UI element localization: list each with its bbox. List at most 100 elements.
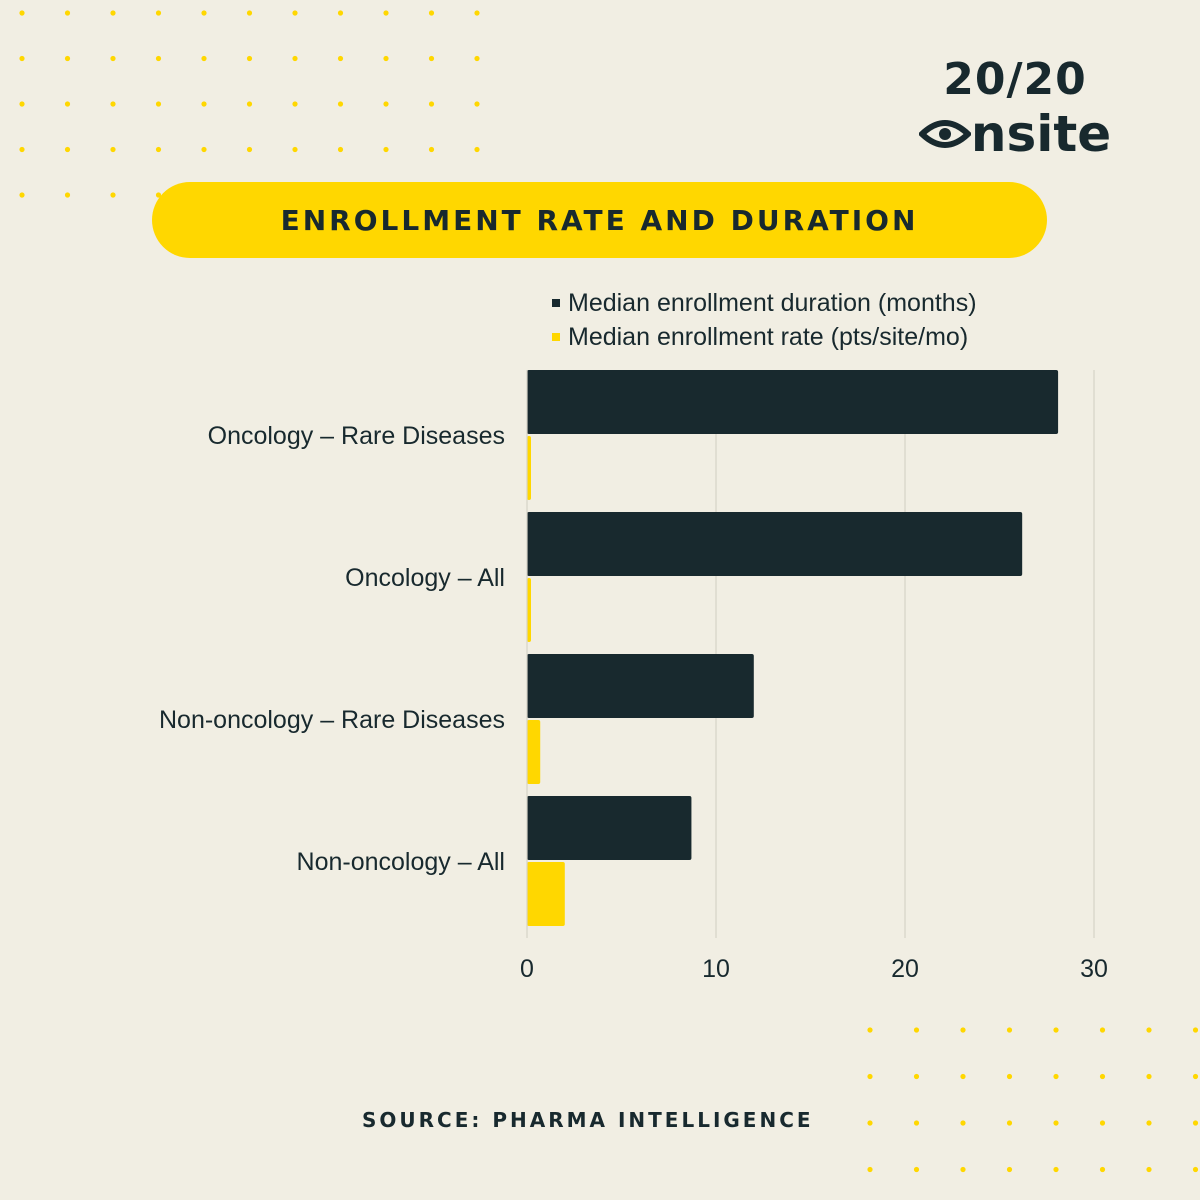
decorative-dot (1099, 1166, 1106, 1173)
x-tick-label: 0 (520, 955, 534, 983)
legend-swatch-rate (552, 333, 560, 341)
decorative-dot (913, 1073, 920, 1080)
decorative-dot (292, 146, 298, 153)
decorative-dot (64, 101, 71, 107)
decorative-dot (1006, 1166, 1013, 1173)
decorative-dot (1099, 1027, 1106, 1033)
decorative-dot (1146, 1120, 1152, 1126)
decorative-dot (383, 55, 389, 62)
bar-duration (527, 654, 754, 718)
decorative-dot (110, 10, 116, 16)
decorative-dot (1053, 1120, 1059, 1126)
decorative-dot (292, 10, 298, 16)
decorative-dot (19, 146, 25, 153)
chart-title: ENROLLMENT RATE AND DURATION (280, 203, 919, 237)
decorative-dot (1146, 1073, 1152, 1080)
decorative-dot (64, 146, 71, 153)
decorative-dot (383, 146, 389, 153)
decorative-dot (383, 101, 389, 107)
decorative-dot (1053, 1166, 1059, 1173)
decorative-dot (960, 1073, 966, 1080)
bar-chart: Oncology – Rare Diseases Oncology – All No… (159, 370, 1108, 983)
legend-item-rate: Median enrollment rate (pts/site/mo) (552, 320, 977, 354)
decorative-dot (1146, 1027, 1152, 1033)
x-tick-label: 30 (1080, 955, 1108, 983)
bar-rate (527, 436, 531, 500)
decorative-dot (428, 101, 435, 107)
decorative-dot (64, 10, 71, 16)
legend-label-duration: Median enrollment duration (months) (568, 288, 977, 317)
x-tick-label: 20 (891, 955, 919, 983)
logo-top-text: 20/20 (943, 54, 1087, 105)
decorative-dot (1053, 1073, 1059, 1080)
decorative-dot (1192, 1027, 1199, 1033)
legend-item-duration: Median enrollment duration (months) (552, 286, 977, 320)
bar-duration (527, 370, 1059, 434)
decorative-dot (246, 101, 253, 107)
decorative-dot (1053, 1027, 1059, 1033)
chart-legend: Median enrollment duration (months) Medi… (552, 286, 977, 354)
decorative-dot (155, 101, 162, 107)
eye-icon (918, 120, 971, 148)
decorative-dot (474, 101, 480, 107)
decorative-dot (867, 1120, 873, 1126)
decorative-dot (19, 101, 25, 107)
decorative-dot (246, 146, 253, 153)
decorative-dot (64, 192, 71, 198)
decorative-dot (1006, 1027, 1013, 1033)
decorative-dot (867, 1166, 873, 1173)
title-banner: ENROLLMENT RATE AND DURATION (152, 182, 1047, 258)
decorative-dot (110, 55, 116, 62)
category-label: Non-oncology – All (297, 848, 505, 876)
decorative-dot (1192, 1166, 1199, 1173)
decorative-dot (337, 146, 344, 153)
decorative-dot (337, 10, 344, 16)
category-label: Oncology – Rare Diseases (208, 422, 505, 450)
decorative-dot (19, 10, 25, 16)
category-label: Oncology – All (345, 564, 505, 592)
decorative-dot (913, 1027, 920, 1033)
decorative-dot (292, 55, 298, 62)
source-note: SOURCE: PHARMA INTELLIGENCE (362, 1108, 814, 1132)
decorative-dot (292, 101, 298, 107)
bar-rate (527, 862, 565, 926)
bar-duration (527, 512, 1023, 576)
decorative-dot (383, 10, 389, 16)
decorative-dot (428, 146, 435, 153)
decorative-dot (474, 55, 480, 62)
decorative-dot (201, 146, 207, 153)
bar-duration (527, 796, 692, 860)
decorative-dot (1006, 1073, 1013, 1080)
dot-pattern-top-left (19, 10, 480, 198)
decorative-dot (201, 101, 207, 107)
bar-rate (527, 720, 541, 784)
decorative-dot (1099, 1120, 1106, 1126)
decorative-dot (155, 146, 162, 153)
decorative-dot (1006, 1120, 1013, 1126)
decorative-dot (19, 192, 25, 198)
decorative-dot (960, 1027, 966, 1033)
decorative-dot (960, 1120, 966, 1126)
bar-rate (527, 578, 531, 642)
decorative-dot (913, 1120, 920, 1126)
decorative-dot (155, 55, 162, 62)
decorative-dot (1099, 1073, 1106, 1080)
decorative-dot (337, 101, 344, 107)
decorative-dot (867, 1073, 873, 1080)
decorative-dot (110, 192, 116, 198)
decorative-dot (110, 146, 116, 153)
decorative-dot (110, 101, 116, 107)
decorative-dot (474, 10, 480, 16)
decorative-dot (867, 1027, 873, 1033)
decorative-dot (19, 55, 25, 62)
decorative-dot (201, 55, 207, 62)
decorative-dot (337, 55, 344, 62)
decorative-dot (474, 146, 480, 153)
decorative-dot (960, 1166, 966, 1173)
decorative-dot (1192, 1073, 1199, 1080)
legend-swatch-duration (552, 299, 560, 307)
category-label: Non-oncology – Rare Diseases (159, 706, 505, 734)
brand-logo: 20/20 nsite (910, 52, 1120, 162)
x-tick-label: 10 (702, 955, 730, 983)
dot-pattern-bottom-right (867, 1027, 1199, 1173)
